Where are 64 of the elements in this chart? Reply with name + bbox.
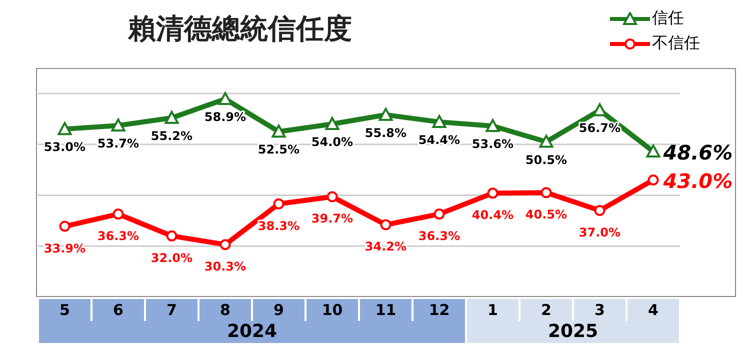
x-tick-label: 4 (648, 301, 658, 319)
data-label: 38.3% (258, 218, 300, 233)
x-tick-label: 3 (594, 301, 605, 319)
data-label: 55.2% (150, 128, 193, 143)
point (166, 230, 178, 242)
data-label: 54.0% (311, 134, 354, 149)
x-tick-label: 1 (488, 301, 498, 319)
data-label: 32.0% (150, 250, 193, 265)
data-label: 50.5% (525, 152, 568, 167)
data-label: 30.3% (204, 260, 246, 274)
data-label: 48.6% (662, 140, 733, 164)
point (272, 124, 286, 138)
x-tick-label: 11 (375, 301, 396, 319)
legend-label: 信任 (652, 8, 684, 29)
point (325, 116, 340, 130)
data-label: 53.7% (97, 136, 140, 151)
point (326, 191, 338, 202)
x-tick-label: 9 (274, 301, 284, 319)
point (539, 134, 554, 148)
point (164, 110, 179, 124)
data-label: 33.9% (44, 241, 86, 256)
point (648, 174, 659, 186)
point (486, 119, 500, 132)
x-tick-label: 2 (541, 301, 552, 319)
point (112, 208, 124, 220)
data-label: 43.0% (662, 168, 733, 193)
text: 2024 (39, 321, 465, 343)
data-label: 54.4% (418, 132, 460, 147)
x-tick-label: 12 (428, 301, 450, 319)
data-label: 34.2% (364, 240, 407, 254)
x-tick-label: 10 (322, 301, 343, 319)
chart-title: 賴清德總統信任度 (128, 11, 352, 47)
point (487, 188, 498, 199)
point (59, 220, 70, 232)
text: 2025 (467, 321, 679, 343)
data-label: 58.9% (204, 110, 246, 124)
data-label: 53.6% (472, 137, 514, 152)
point (646, 144, 660, 158)
point (218, 92, 232, 106)
data-label: 39.7% (311, 212, 354, 226)
data-label: 36.3% (418, 229, 460, 244)
data-label: 56.7% (578, 121, 621, 136)
legend-label: 不信任 (652, 33, 700, 54)
point (273, 198, 284, 210)
data-label: 52.5% (258, 142, 300, 157)
x-tick-label: 7 (166, 301, 177, 319)
data-label: 55.8% (364, 126, 407, 140)
point (58, 122, 72, 136)
point (432, 114, 446, 128)
point (220, 239, 231, 250)
point (378, 108, 393, 121)
data-label: 37.0% (578, 225, 621, 240)
point (594, 204, 606, 216)
x-tick-label: 5 (60, 301, 70, 319)
data-label: 40.5% (525, 208, 568, 222)
point (434, 208, 445, 220)
point (540, 187, 552, 198)
x-tick-label: 6 (113, 301, 124, 319)
point (111, 118, 126, 132)
data-label: 36.3% (97, 229, 140, 244)
data-label: 53.0% (44, 140, 86, 154)
data-label: 40.4% (472, 208, 514, 222)
point (380, 219, 392, 230)
x-tick-label: 8 (220, 301, 230, 319)
